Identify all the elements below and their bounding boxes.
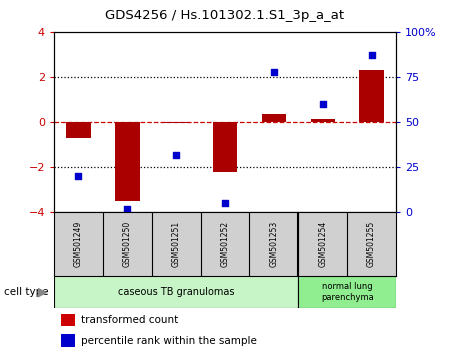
Text: ▶: ▶ bbox=[38, 286, 48, 298]
Point bbox=[368, 52, 375, 58]
Bar bbox=[261, 114, 286, 122]
Point bbox=[221, 200, 229, 206]
Point bbox=[124, 206, 131, 212]
Text: caseous TB granulomas: caseous TB granulomas bbox=[118, 287, 234, 297]
Text: GSM501251: GSM501251 bbox=[171, 221, 180, 267]
Point bbox=[270, 69, 278, 74]
Bar bbox=[54, 276, 298, 308]
Bar bbox=[360, 70, 384, 122]
Text: GSM501249: GSM501249 bbox=[74, 221, 83, 267]
Bar bbox=[310, 119, 335, 122]
Bar bbox=[115, 122, 140, 201]
Text: normal lung
parenchyma: normal lung parenchyma bbox=[321, 282, 373, 302]
Text: GDS4256 / Hs.101302.1.S1_3p_a_at: GDS4256 / Hs.101302.1.S1_3p_a_at bbox=[105, 9, 345, 22]
Text: transformed count: transformed count bbox=[81, 315, 179, 325]
Text: GSM501253: GSM501253 bbox=[270, 221, 279, 267]
Bar bbox=[164, 122, 189, 123]
Text: percentile rank within the sample: percentile rank within the sample bbox=[81, 336, 257, 346]
Point bbox=[172, 152, 180, 158]
Point bbox=[75, 173, 82, 179]
Text: cell type: cell type bbox=[4, 287, 49, 297]
Bar bbox=[61, 334, 75, 347]
Text: GSM501254: GSM501254 bbox=[318, 221, 327, 267]
Text: GSM501252: GSM501252 bbox=[220, 221, 230, 267]
Bar bbox=[61, 314, 75, 326]
Bar bbox=[66, 122, 90, 138]
Bar bbox=[213, 122, 237, 172]
Text: GSM501255: GSM501255 bbox=[367, 221, 376, 267]
Text: GSM501250: GSM501250 bbox=[123, 221, 132, 267]
Bar bbox=[298, 276, 396, 308]
Point bbox=[319, 101, 326, 107]
